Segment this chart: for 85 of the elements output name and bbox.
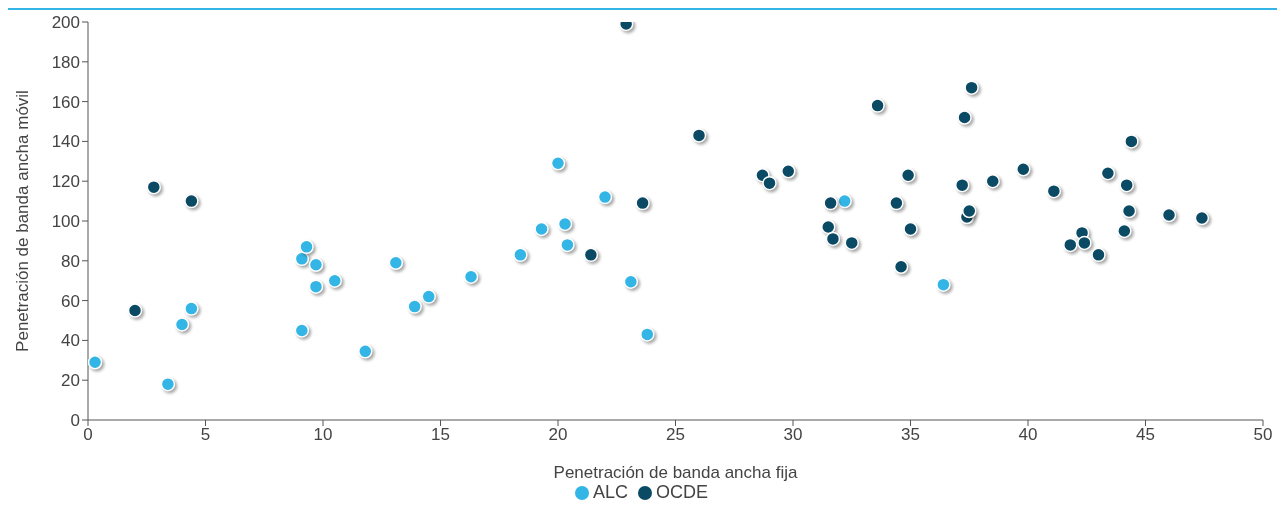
- x-tick-label: 0: [83, 425, 93, 445]
- point: [184, 193, 199, 209]
- point: [597, 189, 613, 205]
- point: [893, 259, 909, 275]
- y-tick-label: 60: [61, 291, 80, 311]
- y-tick-label: 200: [51, 13, 80, 33]
- point: [985, 173, 1000, 189]
- y-tick-label: 140: [51, 132, 80, 152]
- x-tick-label: 5: [200, 425, 211, 445]
- y-tick-label: 20: [61, 371, 80, 391]
- point: [407, 299, 422, 314]
- x-tick-label: 10: [313, 425, 333, 445]
- point: [1091, 247, 1106, 263]
- point: [1100, 165, 1116, 181]
- point: [823, 195, 838, 211]
- point: [534, 221, 549, 237]
- y-tick-label: 120: [51, 172, 80, 192]
- point: [1063, 237, 1078, 253]
- point: [174, 317, 190, 332]
- y-tick-label: 0: [70, 411, 80, 431]
- legend-label: OCDE: [656, 482, 709, 502]
- point: [837, 193, 852, 209]
- point: [560, 237, 575, 253]
- point: [762, 175, 777, 191]
- point: [821, 219, 836, 235]
- point: [308, 257, 324, 273]
- point: [900, 167, 916, 183]
- point: [1194, 210, 1210, 226]
- point: [954, 177, 970, 193]
- point: [1046, 183, 1062, 199]
- point: [962, 203, 977, 219]
- point: [1117, 223, 1132, 239]
- y-tick-label: 40: [61, 331, 80, 351]
- x-tick-label: 50: [1253, 425, 1273, 445]
- point: [1121, 203, 1137, 219]
- point: [327, 273, 342, 288]
- y-tick-label: 160: [51, 92, 80, 112]
- point: [550, 156, 566, 171]
- x-tick-label: 20: [548, 425, 568, 445]
- point: [936, 277, 951, 292]
- point: [146, 179, 162, 195]
- point: [294, 323, 310, 338]
- point: [160, 376, 176, 392]
- point: [903, 221, 918, 237]
- legend-label: ALC: [592, 482, 628, 502]
- x-tick-label: 25: [666, 425, 685, 445]
- point: [1016, 162, 1031, 177]
- point: [825, 231, 841, 247]
- x-tick-label: 35: [901, 425, 920, 445]
- point: [635, 195, 650, 211]
- point: [557, 216, 573, 232]
- point: [294, 251, 310, 267]
- point: [1161, 207, 1177, 223]
- y-axis-title: Penetración de banda ancha móvil: [13, 90, 33, 352]
- point: [889, 195, 904, 211]
- point: [388, 255, 404, 271]
- point: [640, 327, 655, 342]
- point: [308, 279, 324, 294]
- point: [870, 98, 885, 113]
- x-tick-label: 45: [1136, 425, 1155, 445]
- point: [1077, 235, 1092, 251]
- y-tick-label: 100: [51, 212, 80, 232]
- x-tick-label: 30: [783, 425, 803, 445]
- x-tick-label: 40: [1018, 425, 1038, 445]
- point: [463, 269, 479, 284]
- point: [1119, 177, 1134, 193]
- point: [88, 355, 103, 370]
- point: [184, 301, 199, 316]
- point: [844, 235, 859, 251]
- x-tick-label: 15: [431, 425, 450, 445]
- point: [1124, 134, 1139, 149]
- point: [358, 344, 373, 359]
- point: [781, 164, 796, 179]
- point: [691, 128, 707, 143]
- y-tick-label: 80: [61, 251, 80, 271]
- y-tick-label: 180: [51, 52, 80, 72]
- point: [964, 80, 979, 95]
- x-axis-title: Penetración de banda ancha fija: [553, 463, 798, 482]
- point: [623, 274, 639, 289]
- point: [513, 247, 528, 263]
- point: [583, 247, 599, 263]
- point: [299, 239, 314, 255]
- point: [421, 289, 436, 304]
- point: [127, 303, 143, 318]
- point: [957, 110, 972, 125]
